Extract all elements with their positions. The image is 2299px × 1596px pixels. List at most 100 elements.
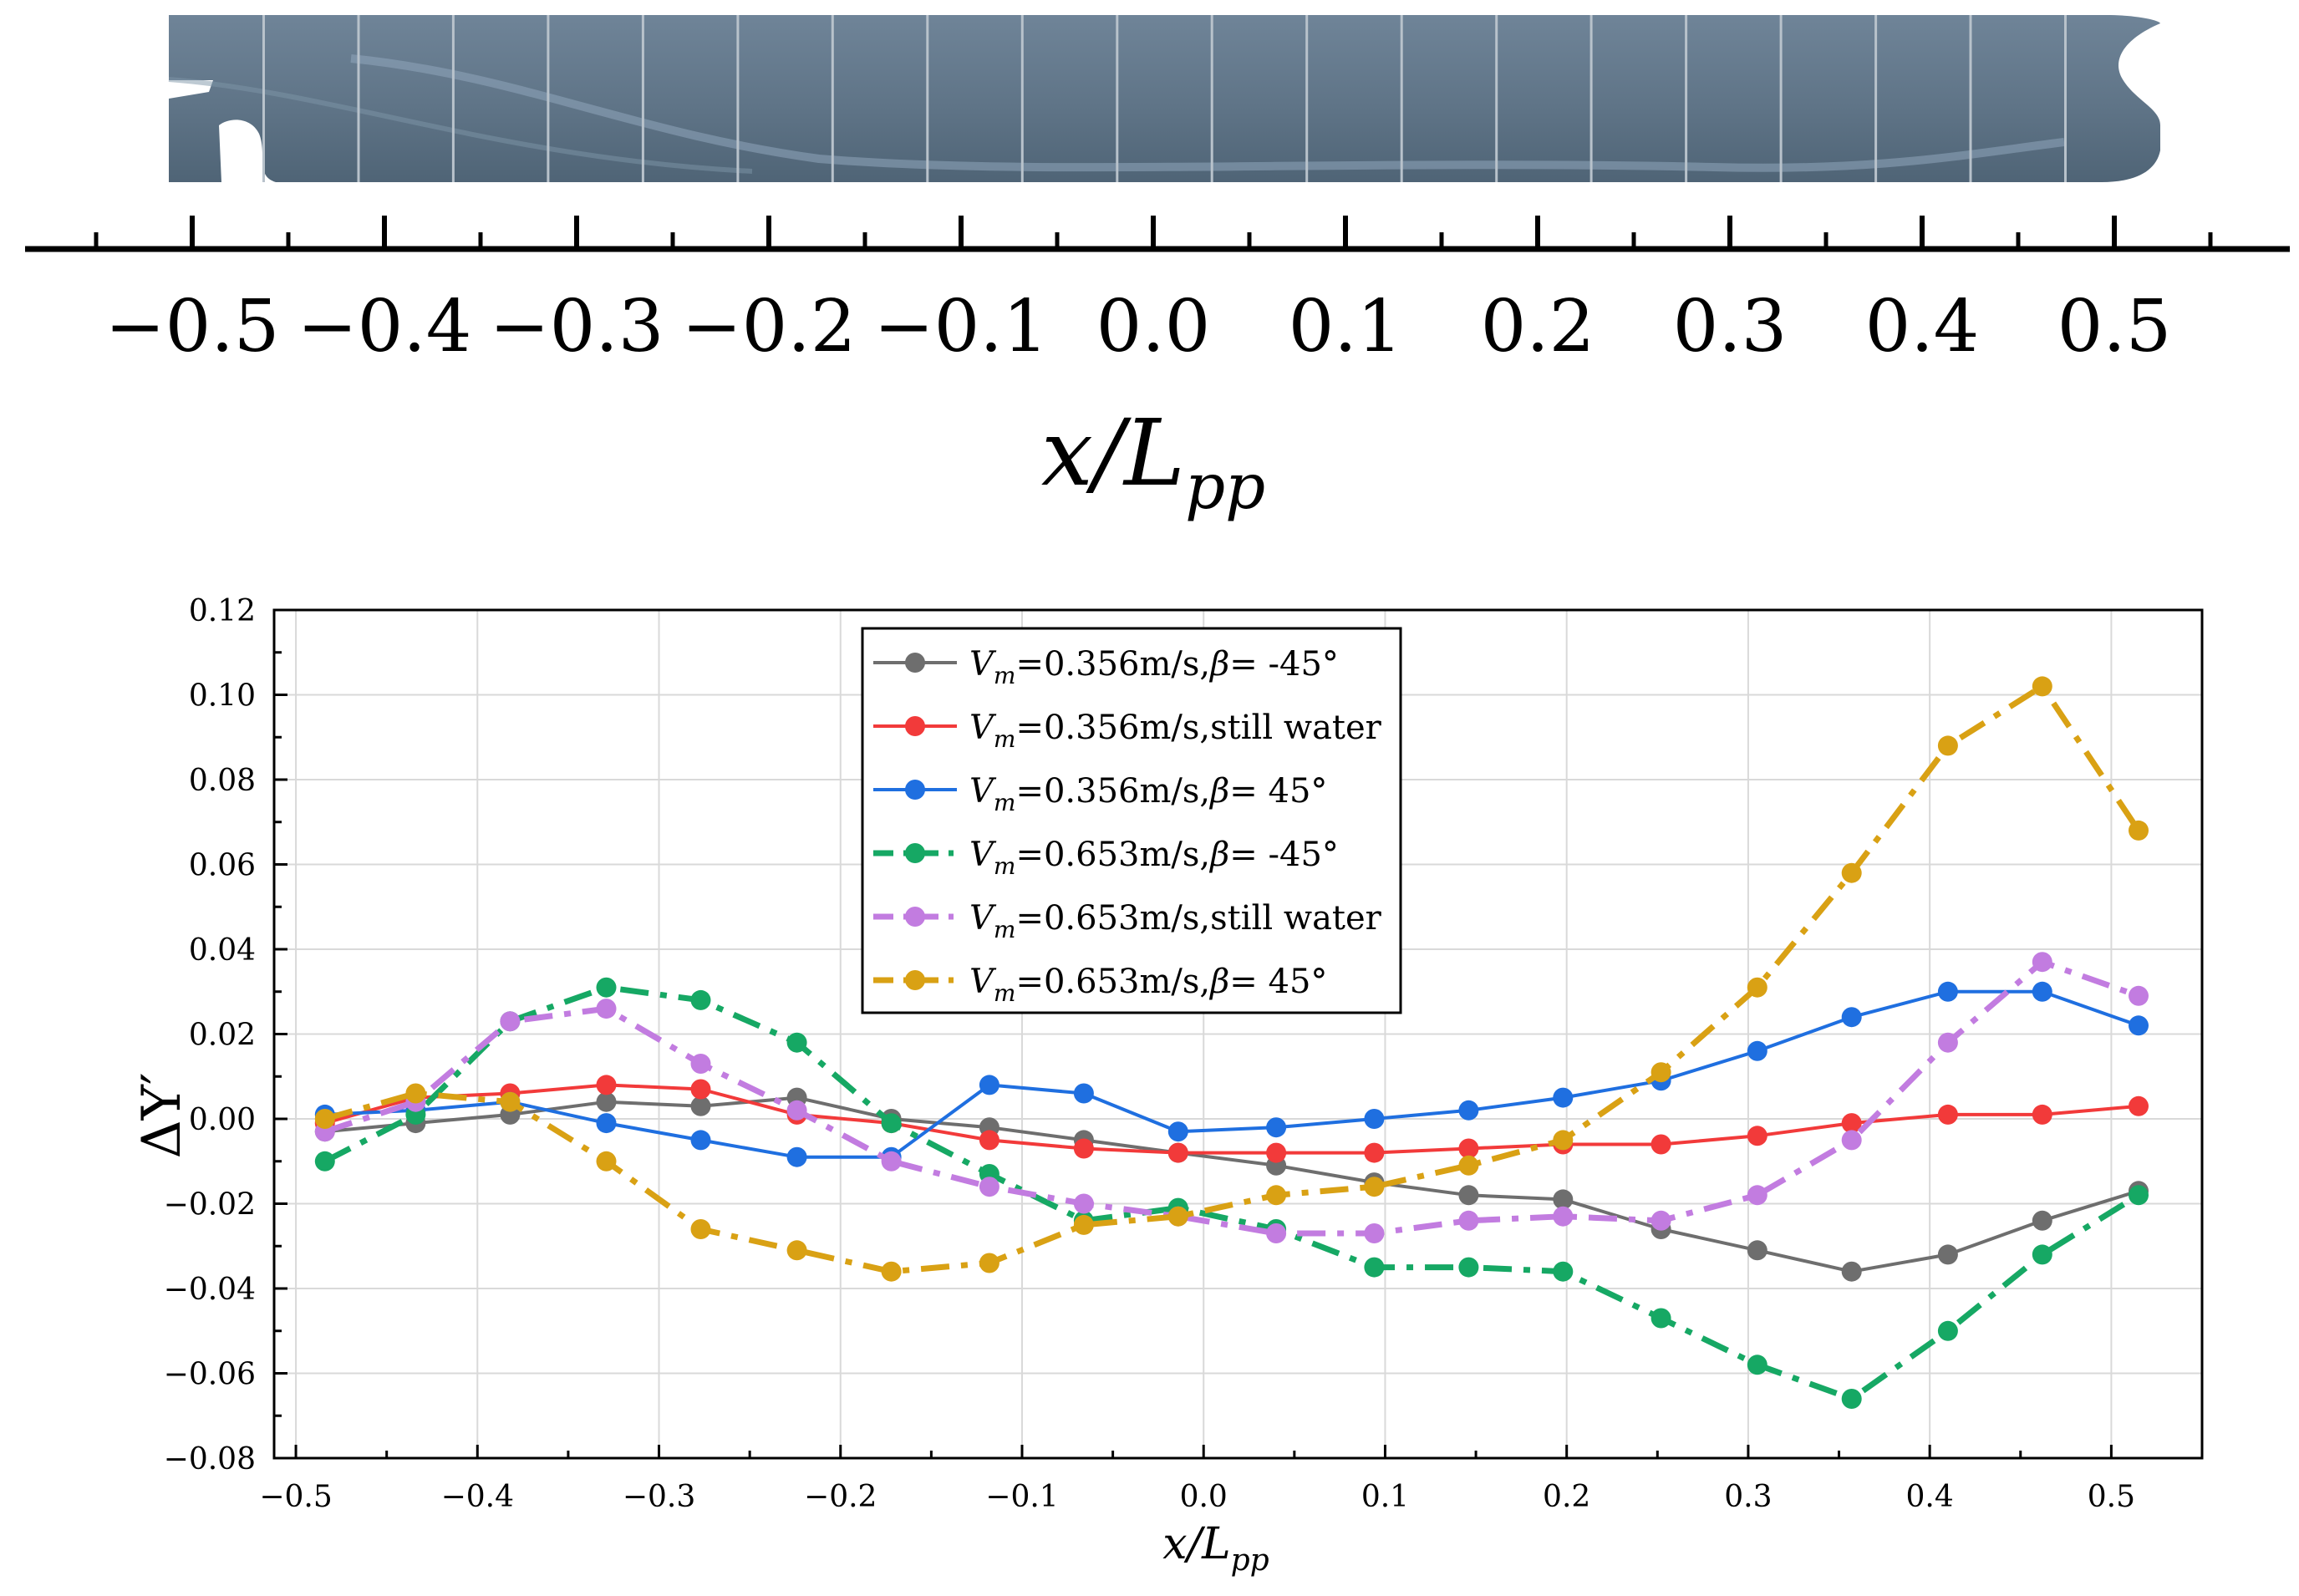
station-lines	[262, 15, 2067, 182]
data-point	[1553, 1261, 1574, 1282]
legend-angle: = -45°	[1229, 836, 1339, 874]
legend-item: Vm=0.653m/s,still water	[873, 899, 1382, 943]
data-point	[1937, 981, 1958, 1002]
data-point	[690, 1130, 711, 1151]
data-point	[1553, 1189, 1574, 1210]
data-point	[786, 1146, 807, 1167]
legend-beta: β	[1208, 963, 1229, 1001]
x-tick-label: 0.1	[1361, 1480, 1409, 1514]
data-point	[1553, 1206, 1574, 1227]
legend-rest: =0.653m/s,	[1015, 836, 1210, 874]
data-point	[1553, 1130, 1574, 1151]
legend-rest: =0.653m/s,still water	[1015, 899, 1381, 938]
x-tick-label: 0.3	[1724, 1480, 1772, 1514]
legend-v: V	[969, 963, 997, 1001]
legend-beta: β	[1208, 645, 1229, 684]
data-point	[596, 1091, 617, 1112]
data-point	[786, 1100, 807, 1121]
data-point	[1841, 1130, 1862, 1151]
data-point	[1841, 862, 1862, 883]
data-point	[1073, 1138, 1094, 1159]
data-point	[1841, 1389, 1862, 1409]
legend-item: Vm=0.356m/s,β= 45°	[873, 772, 1327, 816]
data-point	[2129, 985, 2149, 1006]
data-point	[2129, 1185, 2149, 1206]
scale-tick-label: −0.4	[298, 285, 472, 369]
data-point	[1747, 1040, 1767, 1061]
series-line	[324, 1083, 2139, 1155]
data-point	[1937, 1320, 1958, 1341]
x-axis-ticks: −0.5 −0.4 −0.3 −0.2 −0.1 0.0 0.1 0.2 0.3 0.4 0.5	[259, 1445, 2135, 1514]
y-tick-label: 0.04	[189, 933, 256, 968]
legend-beta: β	[1208, 772, 1229, 811]
data-point	[596, 1151, 617, 1172]
scale-xlabel: x/Lpp	[1041, 399, 1265, 523]
y-tick-label: 0.08	[189, 764, 256, 798]
x-tick-label: −0.1	[985, 1480, 1058, 1514]
data-point	[690, 1054, 711, 1074]
data-point	[596, 1113, 617, 1134]
data-point	[1458, 1257, 1479, 1278]
data-point	[1266, 1142, 1287, 1163]
data-point	[1364, 1142, 1385, 1163]
x-tick-label: −0.2	[804, 1480, 877, 1514]
data-point	[596, 999, 617, 1019]
legend-rest: =0.653m/s,	[1015, 963, 1210, 1001]
legend-sub: m	[994, 916, 1016, 943]
data-point	[1650, 1062, 1671, 1083]
data-point	[1266, 1223, 1287, 1243]
y-tick-label: 0.10	[189, 679, 256, 714]
y-tick-label: −0.08	[164, 1442, 256, 1477]
data-point	[979, 1075, 999, 1095]
legend-items: Vm=0.356m/s,β= -45°Vm=0.356m/s,still wat…	[873, 645, 1382, 1007]
scale-tick-label: 0.5	[2057, 285, 2172, 369]
legend-marker	[905, 653, 925, 673]
y-tick-label: −0.02	[164, 1188, 256, 1222]
legend-box	[861, 627, 1402, 1014]
legend-v: V	[969, 645, 997, 684]
y-tick-label: −0.04	[164, 1273, 256, 1307]
data-point	[979, 1130, 999, 1151]
x-tick-label: 0.0	[1180, 1480, 1228, 1514]
data-point	[1458, 1210, 1479, 1231]
data-point	[786, 1032, 807, 1053]
data-point	[1364, 1257, 1385, 1278]
scale-tick-label: 0.4	[1865, 285, 1980, 369]
data-point	[881, 1151, 902, 1172]
data-point	[1167, 1121, 1188, 1142]
data-point	[500, 1011, 521, 1032]
hull-highlight	[350, 54, 2065, 172]
series-group	[314, 676, 2149, 1409]
line-chart: −0.08 −0.06 −0.04 −0.02 0.00 0.02 0.04 0.06 0.08…	[131, 594, 2204, 1578]
legend-label: Vm=0.653m/s,still water	[969, 899, 1382, 943]
data-point	[2129, 1015, 2149, 1036]
legend-angle: = 45°	[1229, 963, 1327, 1001]
hull-highlight-2	[168, 77, 753, 174]
data-point	[1553, 1087, 1574, 1108]
data-point	[1747, 977, 1767, 998]
data-point	[2032, 676, 2052, 697]
data-point	[2032, 1210, 2052, 1231]
y-tick-label: 0.12	[189, 594, 256, 628]
y-tick-label: 0.02	[189, 1019, 256, 1053]
data-point	[1364, 1109, 1385, 1129]
scale-xlabel-main: x/L	[1041, 399, 1185, 506]
legend-marker	[905, 780, 925, 800]
legend-sub: m	[994, 979, 1016, 1007]
x-tick-label: −0.5	[259, 1480, 332, 1514]
data-point	[881, 1261, 902, 1282]
data-point	[1937, 1104, 1958, 1125]
legend-sub: m	[994, 662, 1016, 689]
scale-tick-label: −0.2	[682, 285, 857, 369]
data-point	[979, 1177, 999, 1197]
data-point	[1747, 1126, 1767, 1146]
data-point	[1650, 1134, 1671, 1155]
series-line	[323, 984, 2140, 1402]
x-axis-label: x/Lpp	[1162, 1519, 1269, 1578]
data-point	[690, 1219, 711, 1239]
data-point	[690, 1079, 711, 1100]
legend-angle: = 45°	[1229, 772, 1327, 811]
legend-marker	[905, 907, 925, 927]
legend-v: V	[969, 772, 997, 811]
